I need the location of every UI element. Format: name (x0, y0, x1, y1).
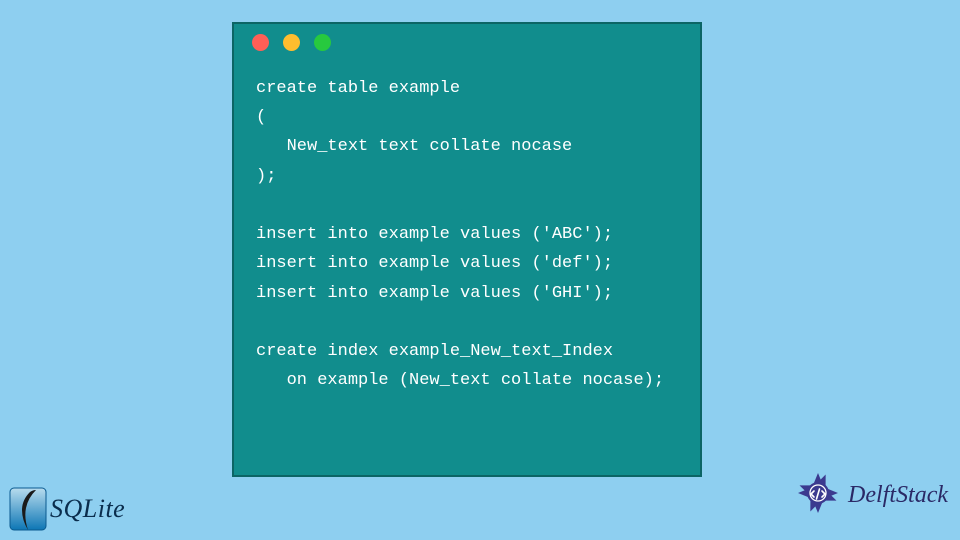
code-window: create table example ( New_text text col… (232, 22, 702, 477)
close-icon[interactable] (252, 34, 269, 51)
sqlite-icon (8, 486, 48, 532)
delftstack-label: DelftStack (848, 482, 948, 509)
window-titlebar (234, 24, 700, 60)
minimize-icon[interactable] (283, 34, 300, 51)
code-content: create table example ( New_text text col… (234, 60, 700, 406)
sqlite-logo: SQLite (8, 486, 125, 532)
maximize-icon[interactable] (314, 34, 331, 51)
delftstack-icon (794, 469, 842, 522)
sqlite-label: SQLite (50, 494, 125, 524)
delftstack-logo: DelftStack (794, 469, 948, 522)
